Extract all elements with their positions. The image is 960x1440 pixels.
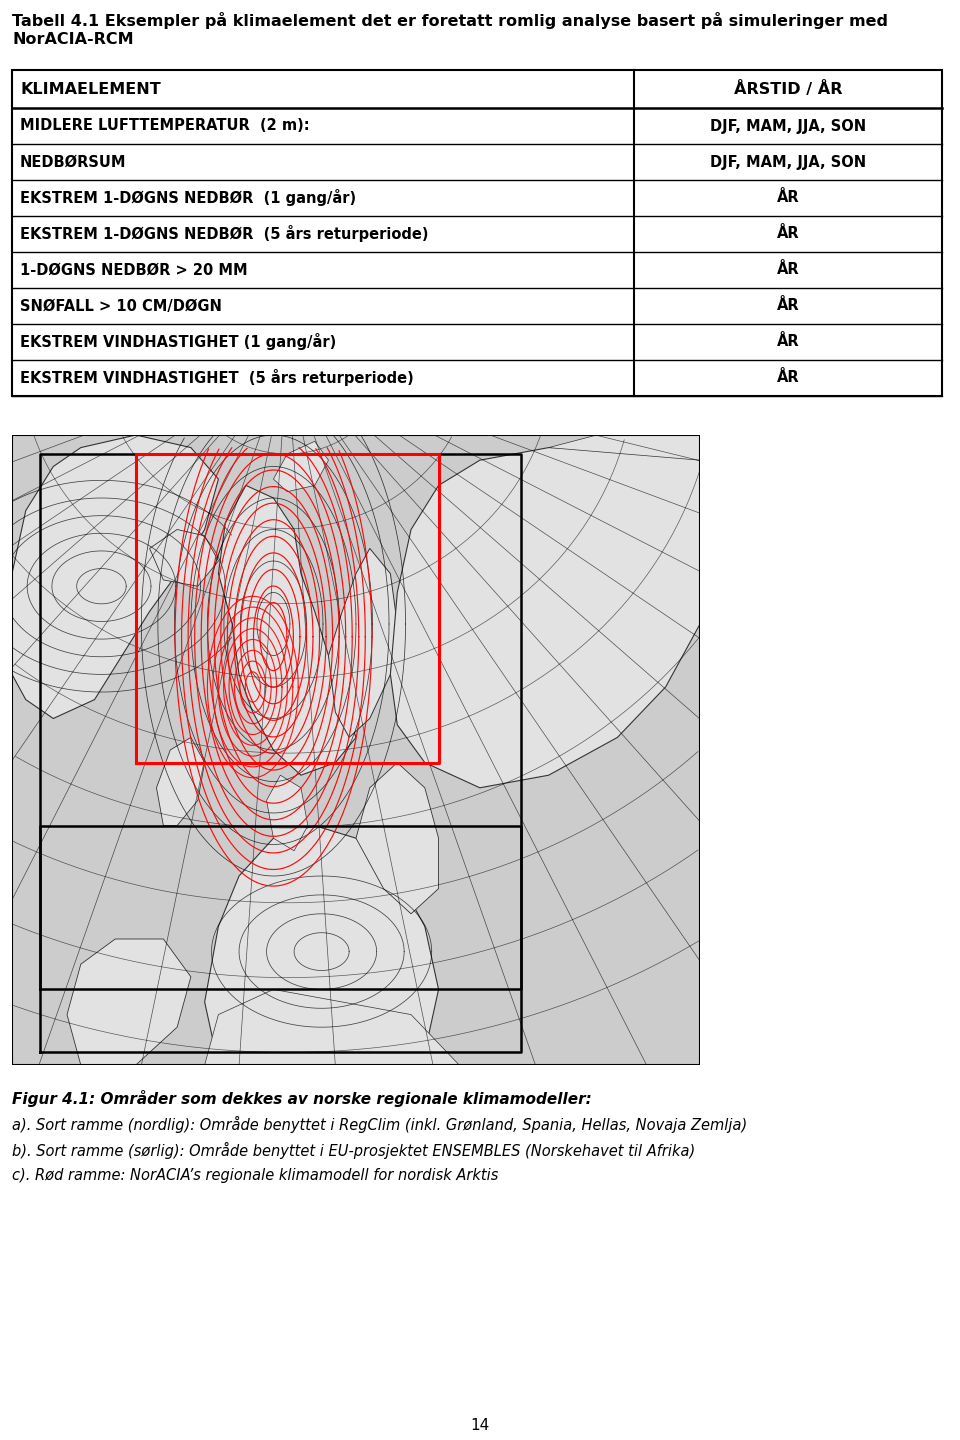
Text: SNØFALL > 10 CM/DØGN: SNØFALL > 10 CM/DØGN bbox=[20, 298, 222, 314]
Polygon shape bbox=[219, 485, 356, 775]
Text: ÅR: ÅR bbox=[777, 262, 800, 278]
Text: EKSTREM VINDHASTIGHET  (5 års returperiode): EKSTREM VINDHASTIGHET (5 års returperiod… bbox=[20, 370, 414, 386]
Text: 14: 14 bbox=[470, 1418, 490, 1433]
Text: Tabell 4.1 Eksempler på klimaelement det er foretatt romlig analyse basert på si: Tabell 4.1 Eksempler på klimaelement det… bbox=[12, 12, 888, 29]
Text: NEDBØRSUM: NEDBØRSUM bbox=[20, 154, 127, 170]
Polygon shape bbox=[12, 435, 219, 719]
Text: ÅR: ÅR bbox=[777, 190, 800, 206]
Text: a). Sort ramme (nordlig): Område benyttet i RegClim (inkl. Grønland, Spania, Hel: a). Sort ramme (nordlig): Område benytte… bbox=[12, 1116, 747, 1133]
Polygon shape bbox=[67, 939, 191, 1066]
Text: ÅR: ÅR bbox=[777, 226, 800, 242]
Text: NorACIA-RCM: NorACIA-RCM bbox=[12, 32, 133, 48]
Text: ÅR: ÅR bbox=[777, 334, 800, 350]
Polygon shape bbox=[156, 737, 204, 825]
Text: EKSTREM VINDHASTIGHET (1 gang/år): EKSTREM VINDHASTIGHET (1 gang/år) bbox=[20, 334, 336, 350]
Text: MIDLERE LUFTTEMPERATUR  (2 m):: MIDLERE LUFTTEMPERATUR (2 m): bbox=[20, 118, 310, 134]
Text: Figur 4.1: Områder som dekkes av norske regionale klimamodeller:: Figur 4.1: Områder som dekkes av norske … bbox=[12, 1090, 591, 1107]
Text: ÅR: ÅR bbox=[777, 298, 800, 314]
Polygon shape bbox=[204, 825, 439, 1066]
Polygon shape bbox=[204, 989, 459, 1066]
Text: 1-DØGNS NEDBØR > 20 MM: 1-DØGNS NEDBØR > 20 MM bbox=[20, 262, 248, 278]
Text: ÅRSTID / ÅR: ÅRSTID / ÅR bbox=[733, 81, 842, 96]
Text: DJF, MAM, JJA, SON: DJF, MAM, JJA, SON bbox=[710, 118, 866, 134]
Text: DJF, MAM, JJA, SON: DJF, MAM, JJA, SON bbox=[710, 154, 866, 170]
Text: b). Sort ramme (sørlig): Område benyttet i EU-prosjektet ENSEMBLES (Norskehavet : b). Sort ramme (sørlig): Område benyttet… bbox=[12, 1142, 695, 1159]
Text: KLIMAELEMENT: KLIMAELEMENT bbox=[20, 82, 160, 96]
Text: ÅR: ÅR bbox=[777, 370, 800, 386]
Polygon shape bbox=[267, 775, 308, 851]
Polygon shape bbox=[328, 549, 397, 737]
Text: EKSTREM 1-DØGNS NEDBØR  (5 års returperiode): EKSTREM 1-DØGNS NEDBØR (5 års returperio… bbox=[20, 226, 428, 242]
Bar bbox=[12, 71, 942, 396]
Polygon shape bbox=[356, 763, 439, 914]
Polygon shape bbox=[274, 441, 328, 491]
Polygon shape bbox=[549, 435, 700, 461]
Polygon shape bbox=[391, 448, 700, 788]
Polygon shape bbox=[150, 530, 219, 586]
Text: c). Rød ramme: NorACIA’s regionale klimamodell for nordisk Arktis: c). Rød ramme: NorACIA’s regionale klima… bbox=[12, 1168, 498, 1184]
Text: EKSTREM 1-DØGNS NEDBØR  (1 gang/år): EKSTREM 1-DØGNS NEDBØR (1 gang/år) bbox=[20, 190, 356, 206]
